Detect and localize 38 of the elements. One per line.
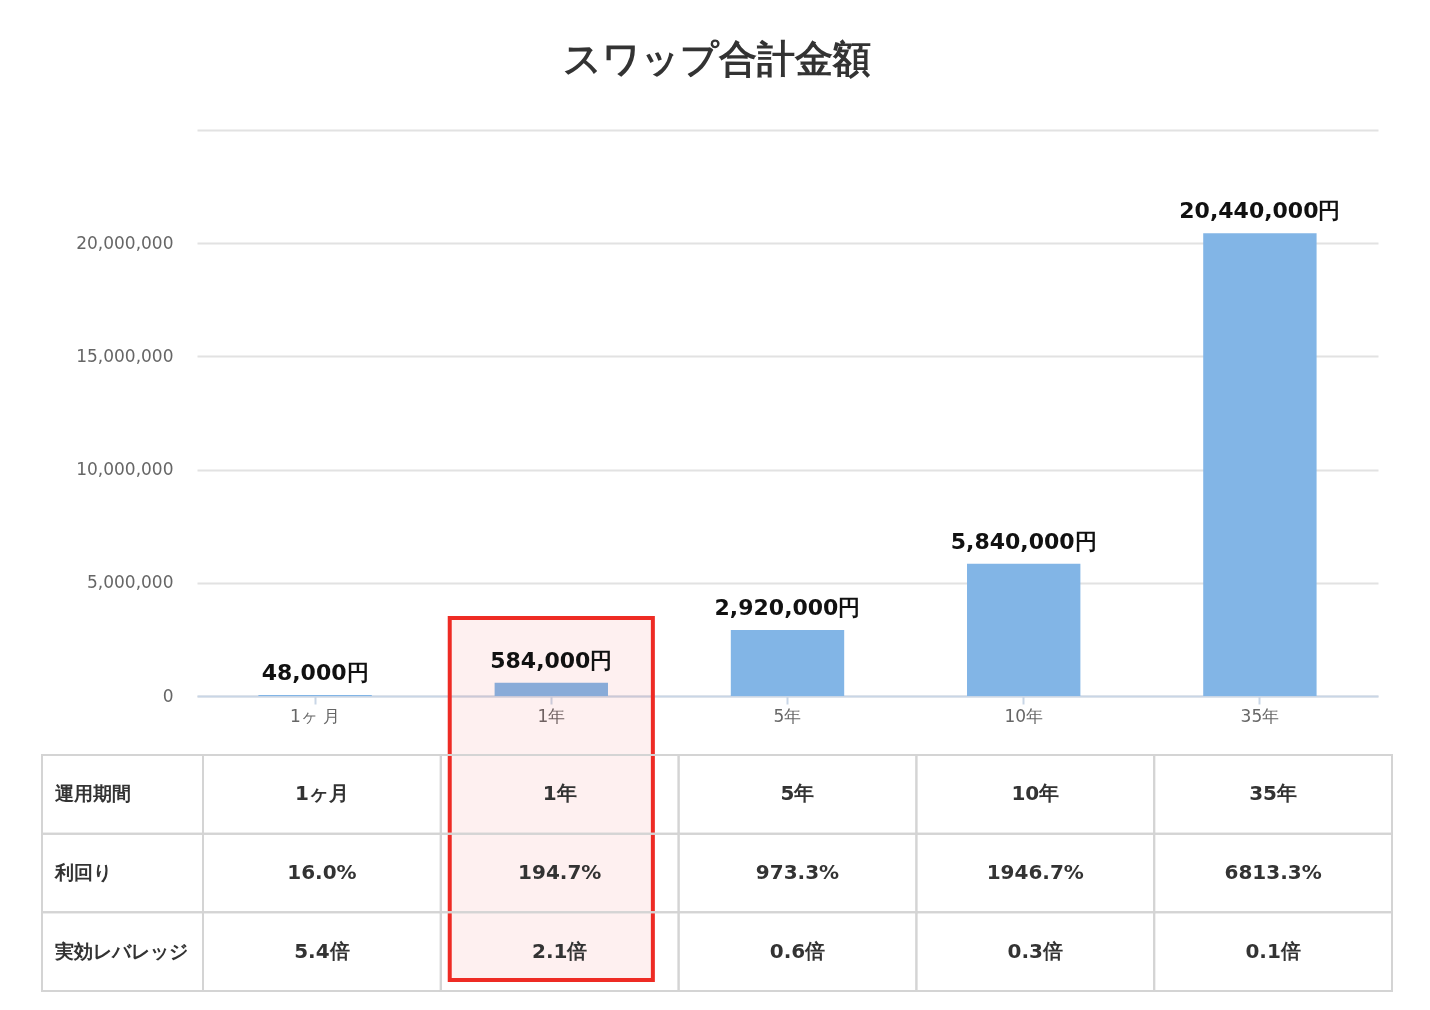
data-label: 2.1倍: [531, 938, 588, 963]
x-tick-label: 1ヶ 月: [289, 705, 341, 726]
x-tick-label: 35年: [1249, 781, 1298, 806]
x-tick-label: 5年: [780, 781, 815, 806]
y-tick-label: 15,000,000: [76, 345, 174, 366]
bar: [967, 563, 1081, 696]
y-tick-label: 0: [162, 685, 174, 706]
data-label: 48,000円: [261, 659, 369, 685]
x-tick-label: 5年: [773, 705, 802, 726]
x-tick-label: 1年: [542, 781, 577, 806]
data-label: 584,000円: [490, 647, 613, 673]
x-tick-label: 1年: [537, 705, 566, 726]
data-label: 20,440,000円: [1179, 198, 1341, 224]
data-label: 973.3%: [755, 860, 840, 884]
y-tick-label: 5,000,000: [86, 572, 174, 593]
y-tick-label: 実効レバレッジ: [54, 939, 188, 962]
y-tick-label: 20,000,000: [76, 232, 174, 253]
x-tick-label: 10年: [1004, 705, 1044, 726]
bar: [730, 629, 845, 696]
x-axis-title: 運用期間: [54, 782, 131, 805]
y-tick-label: 利回り: [54, 861, 112, 883]
bar: [1203, 233, 1317, 696]
data-label: 0.6倍: [769, 938, 826, 963]
data-label: 0.3倍: [1007, 938, 1064, 963]
data-label: 16.0%: [287, 860, 357, 884]
x-tick-label: 1ヶ月: [294, 781, 349, 806]
data-label: 5,840,000円: [950, 528, 1097, 554]
data-label: 5.4倍: [294, 938, 350, 963]
y-tick-label: 10,000,000: [76, 459, 174, 480]
data-label: 1946.7%: [986, 860, 1084, 884]
x-tick-label: 10年: [1011, 781, 1060, 806]
x-tick-label: 35年: [1240, 705, 1280, 726]
data-label: 2,920,000円: [714, 594, 861, 620]
data-label: 0.1倍: [1245, 938, 1301, 963]
chart-title: スワップ合計金額: [563, 37, 871, 81]
bar: [494, 682, 608, 696]
data-label: 194.7%: [518, 860, 602, 884]
data-label: 6813.3%: [1224, 860, 1322, 884]
